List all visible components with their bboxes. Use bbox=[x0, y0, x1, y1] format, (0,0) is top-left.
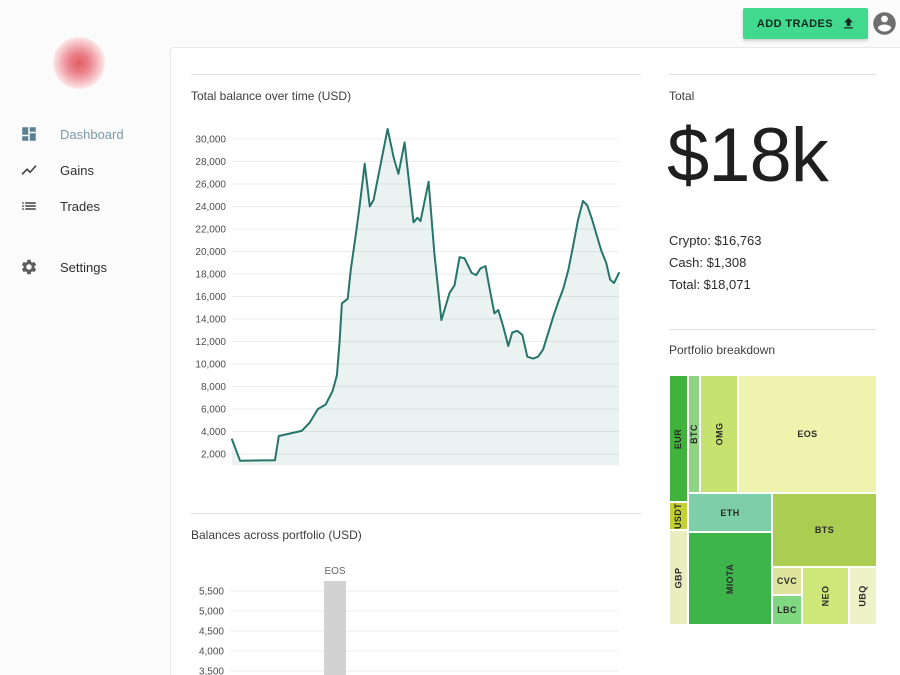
section-divider bbox=[669, 329, 876, 330]
y-axis-label: 12,000 bbox=[195, 337, 226, 348]
y-axis-label: 4,000 bbox=[199, 647, 224, 658]
area-fill bbox=[232, 128, 619, 465]
sidebar-item-label: Dashboard bbox=[60, 126, 124, 142]
y-axis-label: 18,000 bbox=[195, 270, 226, 281]
sidebar-item-trades[interactable]: Trades bbox=[0, 190, 170, 222]
y-axis-label: 6,000 bbox=[201, 405, 226, 416]
summary-row-crypto: Crypto: $16,763 bbox=[669, 233, 762, 248]
treemap-cell-bts[interactable]: BTS bbox=[773, 494, 876, 566]
total-section-title: Total bbox=[669, 89, 695, 103]
account-circle-icon[interactable] bbox=[871, 10, 898, 37]
dashboard-icon bbox=[20, 125, 38, 143]
treemap-cell-eos[interactable]: EOS bbox=[738, 376, 876, 492]
y-axis-label: 8,000 bbox=[201, 382, 226, 393]
balances-bar-chart-svg: 5,500 5,000 4,500 4,000 3,500 EOS bbox=[199, 566, 619, 675]
y-axis-label: 4,000 bbox=[201, 427, 226, 438]
balance-chart-title: Total balance over time (USD) bbox=[191, 89, 352, 103]
summary-rows: Crypto: $16,763 Cash: $1,308 Total: $18,… bbox=[669, 230, 762, 296]
section-divider bbox=[191, 513, 641, 514]
treemap-cell-label: USDT bbox=[673, 503, 684, 529]
treemap-cell-label: BTS bbox=[814, 525, 835, 535]
add-trades-label: ADD TRADES bbox=[756, 17, 833, 30]
total-balance-chart-svg: 2,000 4,000 6,000 8,000 10,000 12,000 14,000 16… bbox=[195, 127, 620, 465]
y-axis-label: 3,500 bbox=[199, 667, 224, 675]
treemap-cell-eur[interactable]: EUR bbox=[670, 376, 687, 501]
treemap-cell-miota[interactable]: MIOTA bbox=[689, 533, 771, 624]
bar-eos[interactable] bbox=[324, 581, 346, 675]
y-axis-label: 30,000 bbox=[195, 135, 226, 146]
y-axis-label: 26,000 bbox=[195, 180, 226, 191]
treemap-cell-label: GBP bbox=[673, 567, 684, 588]
treemap-cell-gbp[interactable]: GBP bbox=[670, 531, 687, 624]
sidebar-item-label: Settings bbox=[60, 259, 107, 275]
treemap-cell-ubq[interactable]: UBQ bbox=[850, 568, 876, 624]
add-trades-button[interactable]: ADD TRADES bbox=[742, 8, 868, 39]
total-balance-chart[interactable]: 2,000 4,000 6,000 8,000 10,000 12,000 14,000 16… bbox=[191, 118, 639, 470]
portfolio-breakdown-title: Portfolio breakdown bbox=[669, 343, 776, 357]
balances-chart-title: Balances across portfolio (USD) bbox=[191, 528, 362, 542]
sidebar: Dashboard Gains Trades Settings bbox=[0, 0, 170, 675]
y-axis-label: 22,000 bbox=[195, 225, 226, 236]
treemap-cell-label: NEO bbox=[820, 585, 831, 607]
balances-bar-chart[interactable]: 5,500 5,000 4,500 4,000 3,500 EOS bbox=[191, 557, 639, 675]
y-axis-label: 24,000 bbox=[195, 202, 226, 213]
treemap-cell-label: BTC bbox=[689, 424, 699, 444]
top-bar: ADD TRADES bbox=[170, 0, 900, 47]
treemap-cell-label: MIOTA bbox=[724, 563, 735, 594]
section-divider bbox=[669, 74, 876, 75]
upload-icon bbox=[844, 17, 853, 29]
y-axis-label: 5,500 bbox=[199, 587, 224, 598]
y-axis-label: 10,000 bbox=[195, 360, 226, 371]
sidebar-item-gains[interactable]: Gains bbox=[0, 154, 170, 186]
treemap-cell-eth[interactable]: ETH bbox=[689, 494, 771, 531]
list-icon bbox=[20, 197, 38, 215]
bar-category-label: EOS bbox=[324, 566, 345, 577]
treemap-cell-lbc[interactable]: LBC bbox=[773, 596, 801, 624]
treemap-cell-neo[interactable]: NEO bbox=[803, 568, 848, 624]
summary-row-total: Total: $18,071 bbox=[669, 277, 751, 292]
y-axis-label: 2,000 bbox=[201, 450, 226, 461]
y-axis-label: 5,000 bbox=[199, 607, 224, 618]
treemap-cell-usdt[interactable]: USDT bbox=[670, 503, 687, 529]
portfolio-treemap: EUR BTC OMG EOS ETH USDT GBP MIOTA BTS CVC LBC NEO U… bbox=[670, 376, 876, 624]
app-logo bbox=[53, 37, 105, 89]
section-divider bbox=[191, 74, 641, 75]
y-axis-label: 4,500 bbox=[199, 627, 224, 638]
treemap-cell-btc[interactable]: BTC bbox=[689, 376, 699, 492]
total-headline: $18k bbox=[667, 113, 829, 198]
trending-line-icon bbox=[20, 161, 38, 179]
treemap-cell-label: OMG bbox=[713, 422, 724, 446]
treemap-cell-label: UBQ bbox=[857, 585, 868, 607]
sidebar-item-label: Trades bbox=[60, 198, 100, 214]
treemap-cell-label: CVC bbox=[776, 576, 798, 586]
sidebar-item-settings[interactable]: Settings bbox=[0, 251, 170, 283]
balance-line bbox=[231, 127, 620, 462]
treemap-cell-label: ETH bbox=[720, 507, 740, 518]
y-axis-label: 28,000 bbox=[195, 157, 226, 168]
sidebar-item-label: Gains bbox=[60, 162, 94, 178]
treemap-cell-label: EUR bbox=[673, 428, 684, 449]
y-axis-label: 16,000 bbox=[195, 292, 226, 303]
sidebar-item-dashboard[interactable]: Dashboard bbox=[0, 118, 170, 150]
treemap-cell-omg[interactable]: OMG bbox=[701, 376, 737, 492]
y-axis-label: 20,000 bbox=[195, 247, 226, 258]
dashboard-card: Total balance over time (USD) 2,000 4,000… bbox=[170, 47, 900, 675]
treemap-cell-cvc[interactable]: CVC bbox=[773, 568, 801, 594]
y-axis-label: 14,000 bbox=[195, 315, 226, 326]
summary-row-cash: Cash: $1,308 bbox=[669, 255, 747, 270]
treemap-cell-label: EOS bbox=[797, 429, 818, 439]
treemap-cell-label: LBC bbox=[777, 605, 797, 615]
gear-icon bbox=[20, 258, 38, 276]
